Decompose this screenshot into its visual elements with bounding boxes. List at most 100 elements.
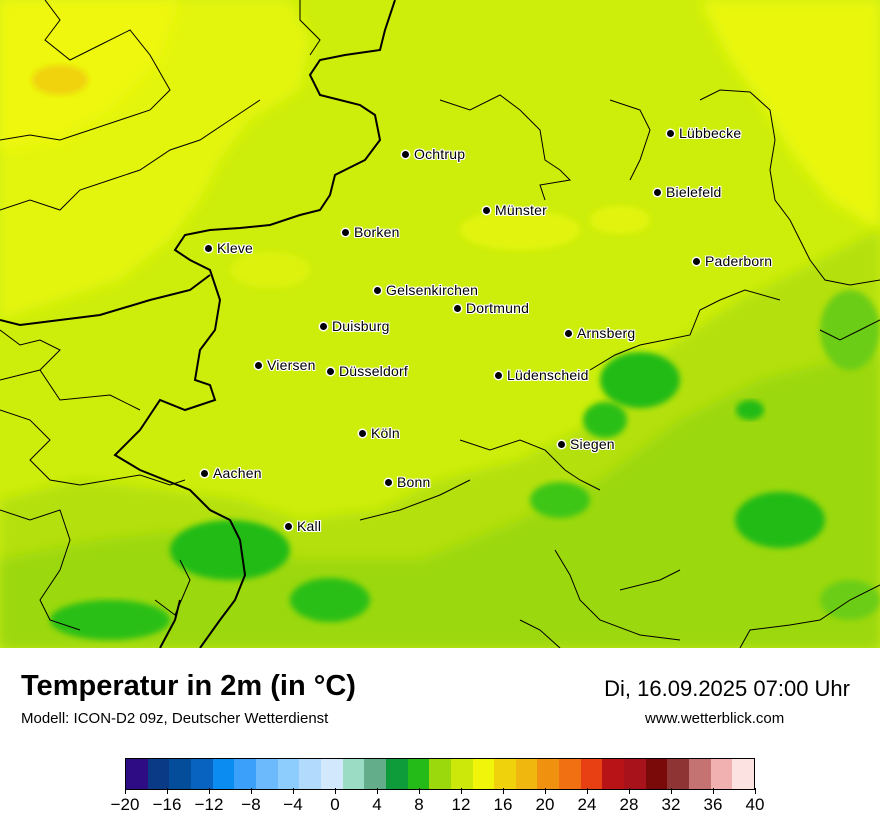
city-marker: Münster [483,202,547,218]
legend-tick-label: −4 [283,795,303,814]
legend-tick-label: −20 [110,795,140,814]
city-marker: Gelsenkirchen [374,282,478,298]
legend-tick [545,788,546,794]
legend-tick-label: 32 [661,795,681,814]
model-source: Modell: ICON-D2 09z, Deutscher Wetterdie… [21,710,329,727]
legend-swatch [645,759,668,789]
legend-swatch [364,759,386,789]
legend-swatch [624,759,646,789]
city-marker: Siegen [558,436,615,452]
legend-swatch [602,759,625,789]
legend-tick-label: 36 [703,795,723,814]
city-label: Borken [354,224,400,240]
legend-tick-label: −16 [152,795,182,814]
city-marker: Bielefeld [654,184,722,200]
legend-tick [461,788,462,794]
city-marker: Arnsberg [565,325,635,341]
city-label: Lübbecke [679,125,742,141]
legend-swatch [429,759,451,789]
temperature-map: Lübbecke Ochtrup Bielefeld Münster Borken Kle… [0,0,880,648]
city-label: Kleve [217,240,254,256]
legend-swatch [732,759,755,789]
legend-swatch [320,759,343,789]
city-dot-icon [327,367,334,375]
city-dot-icon [320,322,327,330]
legend-swatch [277,759,300,789]
city-marker: Dortmund [454,300,529,316]
city-dot-icon [454,304,461,312]
legend-tick-label: 28 [619,795,639,814]
temperature-legend-ticks: −20 −16 −12 −8 −4 0 4 8 12 16 20 24 28 32 36 40 [0,788,880,822]
legend-tick [335,788,336,794]
city-dot-icon [342,228,349,236]
legend-swatch [580,759,603,789]
legend-tick-label: −8 [241,795,261,814]
legend-tick [377,788,378,794]
legend-swatch [689,759,711,789]
city-dot-icon [667,129,674,137]
city-dot-icon [205,244,212,252]
temperature-legend-colorbar [125,758,755,790]
legend-tick-label: 8 [414,795,424,814]
city-label: Viersen [267,357,316,373]
legend-swatch [407,759,430,789]
legend-swatch [385,759,408,789]
city-marker: Kleve [205,240,253,256]
legend-swatch [169,759,191,789]
city-dot-icon [402,150,409,158]
city-marker: Köln [359,425,400,441]
city-label: Düsseldorf [339,363,408,379]
legend-tick [209,788,210,794]
city-marker: Viersen [255,357,316,373]
legend-tick-label: 12 [451,795,471,814]
map-title: Temperatur in 2m (in °C) [21,670,356,702]
legend-tick [713,788,714,794]
legend-tick-label: −12 [194,795,224,814]
legend-tick-label: 20 [535,795,555,814]
legend-tick [251,788,252,794]
city-dot-icon [374,286,381,294]
legend-swatch [559,759,581,789]
legend-tick [587,788,588,794]
legend-swatch [147,759,170,789]
forecast-datetime: Di, 16.09.2025 07:00 Uhr [604,676,850,701]
legend-swatch [234,759,256,789]
city-dot-icon [255,361,262,369]
city-label: Köln [371,425,400,441]
legend-tick [629,788,630,794]
city-marker: Paderborn [693,253,772,269]
legend-swatch [494,759,516,789]
city-label: Lüdenscheid [507,367,589,383]
city-dot-icon [359,429,366,437]
city-label: Münster [495,202,547,218]
city-marker: Kall [285,518,321,534]
legend-swatch [537,759,560,789]
legend-swatch [667,759,690,789]
legend-tick [671,788,672,794]
city-dot-icon [693,257,700,265]
city-marker: Ochtrup [402,146,465,162]
city-marker: Duisburg [320,318,390,334]
website-url[interactable]: www.wetterblick.com [645,710,785,727]
legend-tick-label: 4 [372,795,382,814]
city-dot-icon [558,440,565,448]
legend-tick-label: 16 [493,795,513,814]
legend-swatch [450,759,473,789]
legend-tick [503,788,504,794]
legend-swatch [255,759,278,789]
city-label: Aachen [213,465,262,481]
legend-swatch [126,759,148,789]
legend-swatch [190,759,213,789]
legend-tick [125,788,126,794]
city-dot-icon [654,188,661,196]
legend-swatch [212,759,235,789]
legend-swatch [299,759,321,789]
legend-tick [167,788,168,794]
legend-tick-label: 24 [577,795,597,814]
legend-tick-label: 0 [330,795,340,814]
city-label: Dortmund [466,300,530,316]
city-marker: Bonn [385,474,431,490]
city-dot-icon [201,469,208,477]
legend-tick [419,788,420,794]
city-marker: Borken [342,224,400,240]
